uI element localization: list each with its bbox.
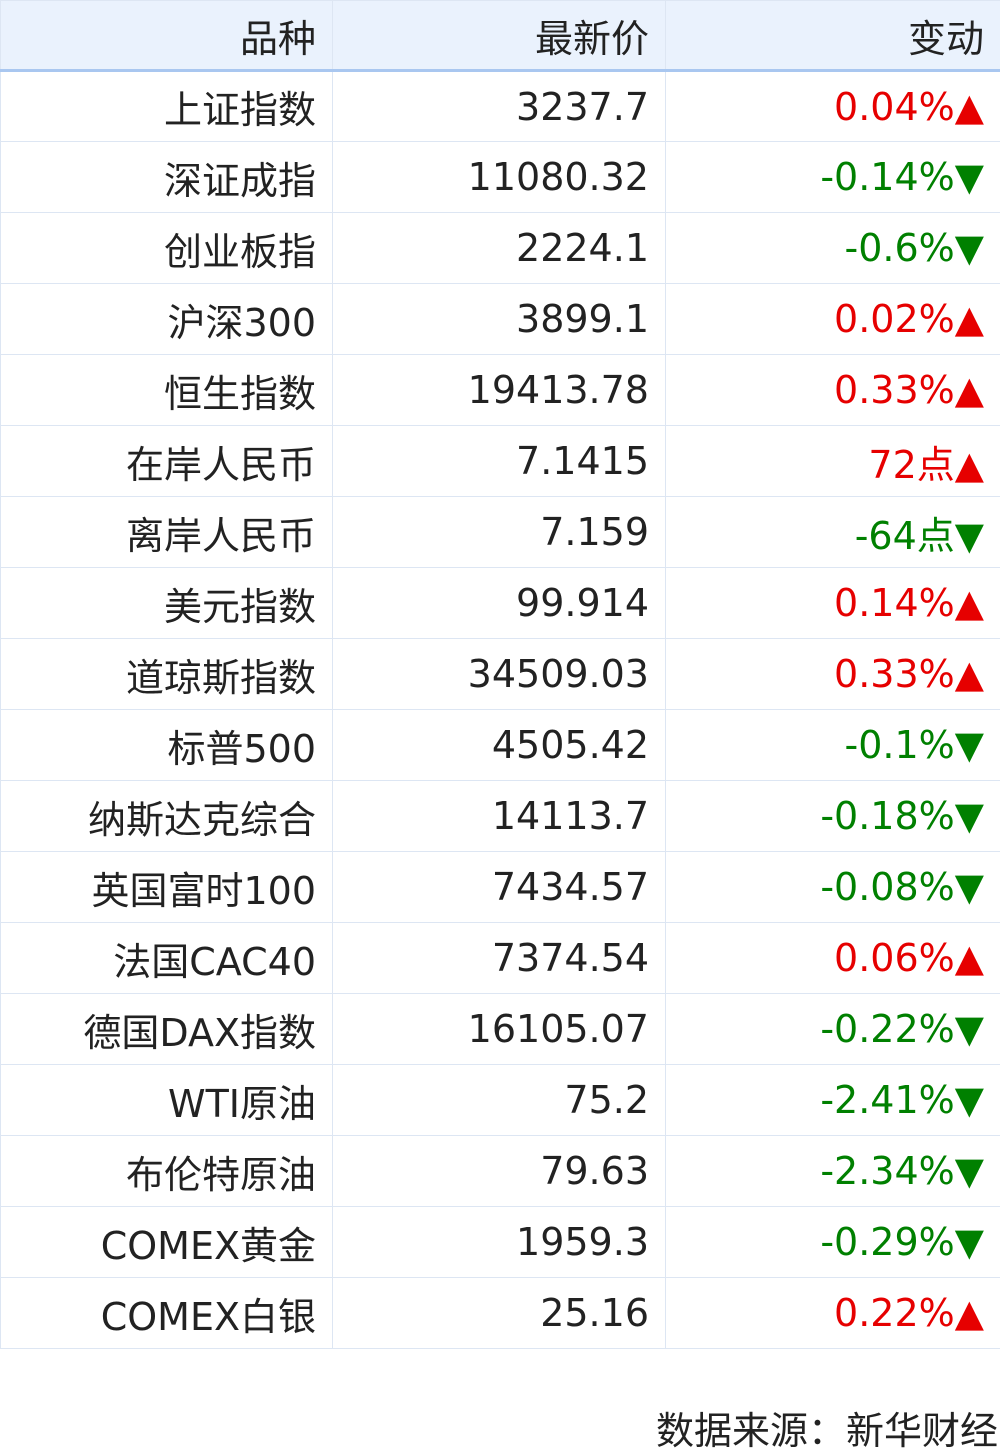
- change-cell: -0.22%▼: [666, 994, 1000, 1065]
- price-cell: 3237.7: [333, 71, 666, 142]
- name-cell: 离岸人民币: [1, 497, 333, 568]
- name-cell: 恒生指数: [1, 355, 333, 426]
- name-cell: 标普500: [1, 710, 333, 781]
- change-cell: -0.14%▼: [666, 142, 1000, 213]
- price-cell: 34509.03: [333, 639, 666, 710]
- price-cell: 79.63: [333, 1136, 666, 1207]
- change-cell: 0.33%▲: [666, 355, 1000, 426]
- price-cell: 2224.1: [333, 213, 666, 284]
- source-note: 数据来源：新华财经: [656, 1400, 998, 1455]
- change-cell: -2.41%▼: [666, 1065, 1000, 1136]
- change-cell: 0.04%▲: [666, 71, 1000, 142]
- price-cell: 4505.42: [333, 710, 666, 781]
- change-cell: 0.33%▲: [666, 639, 1000, 710]
- price-cell: 7374.54: [333, 923, 666, 994]
- name-cell: 英国富时100: [1, 852, 333, 923]
- name-cell: 沪深300: [1, 284, 333, 355]
- change-cell: 0.22%▲: [666, 1278, 1000, 1349]
- change-cell: 0.06%▲: [666, 923, 1000, 994]
- change-cell: -0.6%▼: [666, 213, 1000, 284]
- price-cell: 7.159: [333, 497, 666, 568]
- price-cell: 7434.57: [333, 852, 666, 923]
- price-cell: 19413.78: [333, 355, 666, 426]
- name-cell: 上证指数: [1, 71, 333, 142]
- change-cell: 0.02%▲: [666, 284, 1000, 355]
- name-cell: COMEX黄金: [1, 1207, 333, 1278]
- header-cell: 最新价: [333, 1, 666, 71]
- price-cell: 11080.32: [333, 142, 666, 213]
- change-cell: 0.14%▲: [666, 568, 1000, 639]
- change-cell: -64点▼: [666, 497, 1000, 568]
- price-cell: 99.914: [333, 568, 666, 639]
- header-cell: 变动: [666, 1, 1000, 71]
- name-cell: 创业板指: [1, 213, 333, 284]
- name-cell: 在岸人民币: [1, 426, 333, 497]
- change-cell: -0.08%▼: [666, 852, 1000, 923]
- price-cell: 25.16: [333, 1278, 666, 1349]
- name-cell: 布伦特原油: [1, 1136, 333, 1207]
- header-cell: 品种: [1, 1, 333, 71]
- name-cell: COMEX白银: [1, 1278, 333, 1349]
- change-cell: -0.1%▼: [666, 710, 1000, 781]
- change-cell: -2.34%▼: [666, 1136, 1000, 1207]
- price-cell: 3899.1: [333, 284, 666, 355]
- price-cell: 14113.7: [333, 781, 666, 852]
- price-cell: 75.2: [333, 1065, 666, 1136]
- change-cell: -0.18%▼: [666, 781, 1000, 852]
- name-cell: 德国DAX指数: [1, 994, 333, 1065]
- name-cell: 纳斯达克综合: [1, 781, 333, 852]
- name-cell: WTI原油: [1, 1065, 333, 1136]
- change-cell: -0.29%▼: [666, 1207, 1000, 1278]
- header-row: 品种最新价变动: [1, 1, 1000, 71]
- name-cell: 美元指数: [1, 568, 333, 639]
- price-cell: 1959.3: [333, 1207, 666, 1278]
- change-cell: 72点▲: [666, 426, 1000, 497]
- name-cell: 法国CAC40: [1, 923, 333, 994]
- name-cell: 道琼斯指数: [1, 639, 333, 710]
- price-cell: 7.1415: [333, 426, 666, 497]
- price-cell: 16105.07: [333, 994, 666, 1065]
- name-cell: 深证成指: [1, 142, 333, 213]
